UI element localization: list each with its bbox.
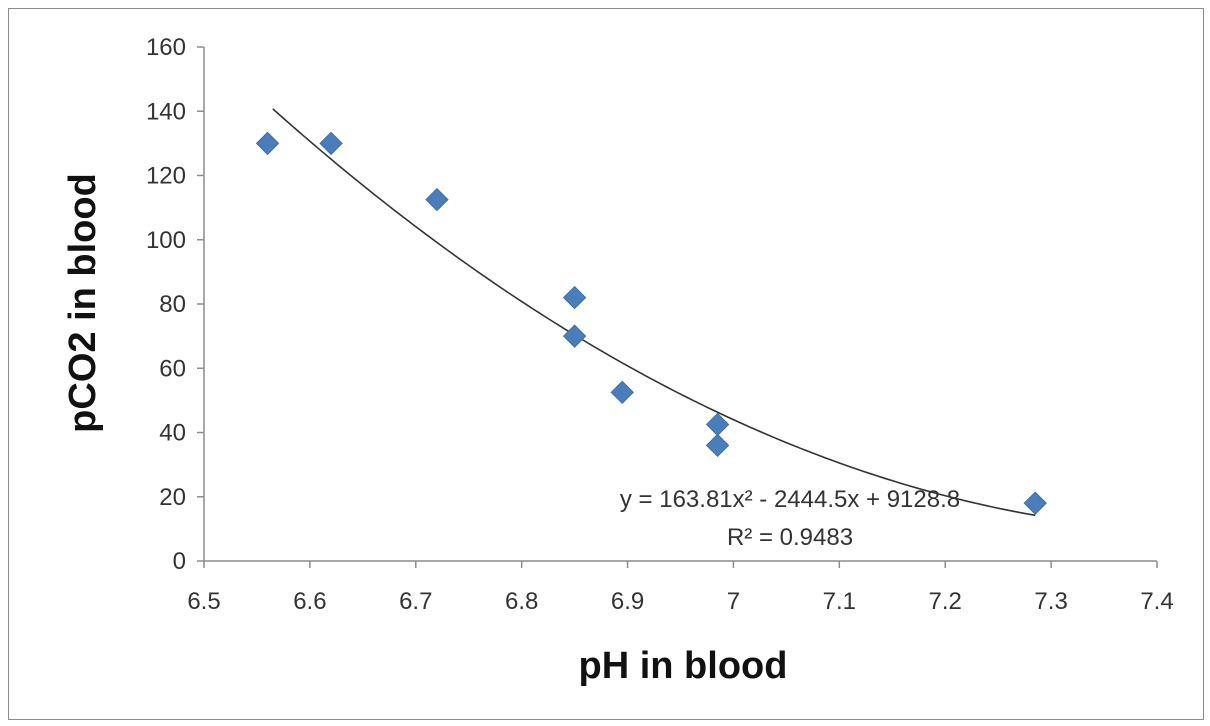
y-tick-label: 160 bbox=[146, 34, 186, 61]
y-tick-label: 0 bbox=[173, 548, 186, 575]
x-axis-ticks: 6.5 6.6 6.7 6.8 6.9 7 7.1 7.2 7.3 7.4 bbox=[187, 561, 1174, 615]
x-tick-label: 6.9 bbox=[611, 588, 644, 615]
x-tick-label: 6.5 bbox=[187, 588, 220, 615]
x-tick-label: 6.7 bbox=[399, 588, 432, 615]
y-axis-title: pCO2 in blood bbox=[62, 173, 104, 433]
axes bbox=[203, 47, 1157, 562]
trendline bbox=[272, 108, 1036, 517]
y-tick-label: 120 bbox=[146, 163, 186, 190]
data-point bbox=[255, 131, 280, 156]
x-tick-label: 6.8 bbox=[505, 588, 538, 615]
data-points bbox=[255, 131, 1047, 515]
y-axis-ticks: 0 20 40 60 80 100 120 140 160 bbox=[146, 34, 204, 575]
data-point bbox=[319, 131, 343, 156]
y-tick-label: 140 bbox=[146, 98, 186, 125]
data-point bbox=[562, 285, 587, 310]
x-tick-label: 6.6 bbox=[293, 588, 326, 615]
y-tick-label: 100 bbox=[146, 227, 186, 254]
data-point bbox=[425, 187, 449, 212]
y-tick-label: 60 bbox=[159, 355, 186, 382]
trendline-equation: y = 163.81x² - 2444.5x + 9128.8 bbox=[620, 486, 960, 513]
data-point bbox=[610, 380, 634, 405]
data-point bbox=[1023, 491, 1047, 515]
data-point bbox=[705, 433, 730, 458]
y-tick-label: 80 bbox=[159, 291, 186, 318]
data-point bbox=[562, 324, 587, 348]
y-tick-label: 20 bbox=[159, 484, 186, 511]
x-axis-title: pH in blood bbox=[579, 645, 788, 687]
x-tick-label: 7 bbox=[727, 588, 740, 615]
chart-frame bbox=[8, 8, 1204, 720]
x-tick-label: 7.4 bbox=[1140, 588, 1173, 615]
x-tick-label: 7.3 bbox=[1034, 588, 1067, 615]
x-tick-label: 7.2 bbox=[929, 588, 962, 615]
r-squared-label: R² = 0.9483 bbox=[727, 524, 853, 551]
y-tick-label: 40 bbox=[159, 420, 186, 447]
x-tick-label: 7.1 bbox=[823, 588, 856, 615]
